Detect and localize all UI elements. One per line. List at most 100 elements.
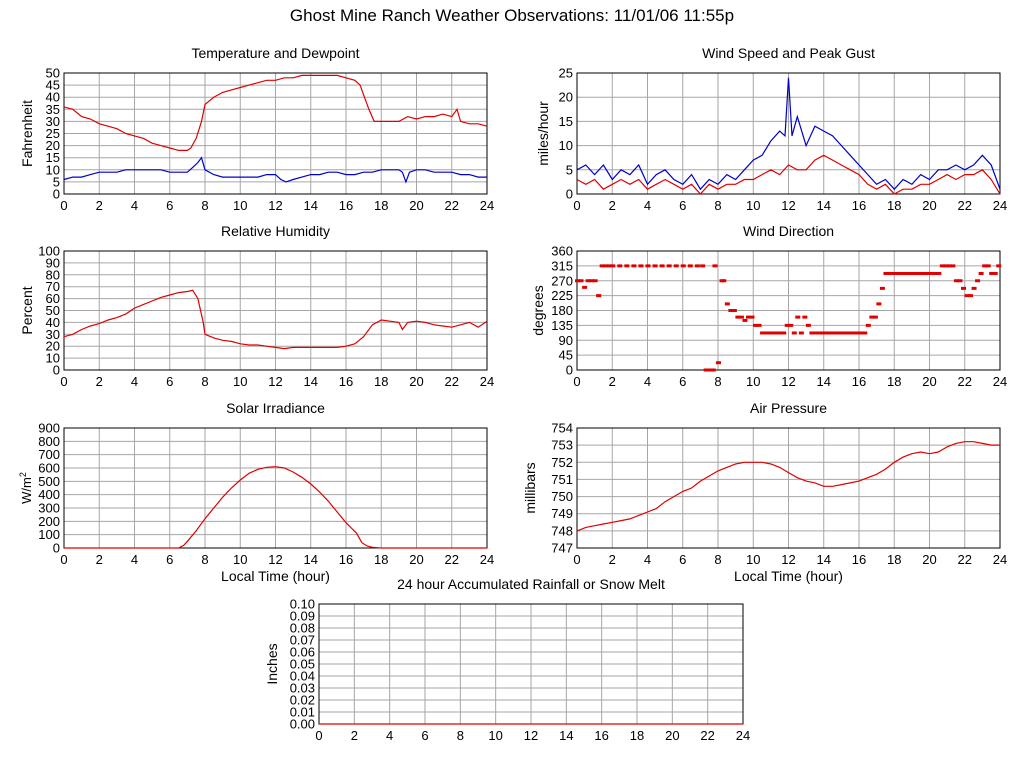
y-tick-label: 600 xyxy=(38,461,60,476)
x-tick-label: 12 xyxy=(268,374,282,389)
x-tick-label: 6 xyxy=(166,552,173,567)
data-point xyxy=(932,271,938,275)
y-tick-label: 900 xyxy=(38,421,60,436)
data-point xyxy=(908,271,914,275)
y-tick-label: 60 xyxy=(46,291,60,306)
data-point xyxy=(901,271,907,275)
y-tick-label: 0.08 xyxy=(290,621,315,636)
y-tick-label: 90 xyxy=(46,255,60,270)
y-tick-label: 0.10 xyxy=(290,597,315,612)
data-point xyxy=(971,286,977,290)
x-tick-label: 8 xyxy=(714,374,721,389)
y-tick-label: 180 xyxy=(551,303,573,318)
data-point xyxy=(841,331,847,335)
x-tick-label: 6 xyxy=(679,198,686,213)
data-point xyxy=(798,331,804,335)
data-point xyxy=(872,315,878,319)
x-tick-label: 20 xyxy=(922,552,936,567)
data-point xyxy=(989,271,995,275)
y-tick-label: 752 xyxy=(551,455,573,470)
y-tick-label: 270 xyxy=(551,273,573,288)
data-point xyxy=(862,331,868,335)
data-point xyxy=(922,271,928,275)
y-tick-label: 747 xyxy=(551,541,573,556)
chart-title: Relative Humidity xyxy=(221,223,330,239)
data-point xyxy=(659,264,665,268)
y-tick-label: 80 xyxy=(46,267,60,282)
chart-title: Temperature and Dewpoint xyxy=(191,45,359,61)
data-point xyxy=(858,331,864,335)
y-axis-label: W/m2 xyxy=(18,472,34,504)
x-tick-label: 14 xyxy=(817,374,831,389)
data-point xyxy=(865,323,871,327)
data-point xyxy=(788,323,794,327)
y-tick-label: 754 xyxy=(551,421,573,436)
x-tick-label: 22 xyxy=(700,728,714,743)
x-tick-label: 22 xyxy=(445,198,459,213)
data-point xyxy=(918,271,924,275)
x-tick-label: 18 xyxy=(374,552,388,567)
x-tick-label: 4 xyxy=(644,552,651,567)
data-point xyxy=(827,331,833,335)
x-tick-label: 10 xyxy=(746,374,760,389)
x-tick-label: 14 xyxy=(817,552,831,567)
data-point xyxy=(883,271,889,275)
y-tick-label: 20 xyxy=(559,90,573,105)
y-tick-label: 748 xyxy=(551,523,573,538)
plot-frame xyxy=(576,250,1001,371)
data-point xyxy=(957,279,963,283)
y-tick-label: 0.01 xyxy=(290,705,315,720)
data-point xyxy=(851,331,857,335)
data-point xyxy=(592,279,598,283)
x-tick-label: 16 xyxy=(339,374,353,389)
data-point xyxy=(760,331,766,335)
data-point xyxy=(837,331,843,335)
y-axis-label: Inches xyxy=(264,643,280,684)
x-tick-label: 18 xyxy=(887,374,901,389)
x-tick-label: 8 xyxy=(201,374,208,389)
x-tick-label: 0 xyxy=(60,374,67,389)
y-tick-label: 0.06 xyxy=(290,645,315,660)
y-tick-label: 100 xyxy=(38,244,60,259)
x-tick-label: 16 xyxy=(594,728,608,743)
x-tick-label: 24 xyxy=(480,198,494,213)
y-tick-label: 750 xyxy=(551,489,573,504)
data-point xyxy=(738,315,744,319)
x-tick-label: 10 xyxy=(233,374,247,389)
x-tick-label: 6 xyxy=(421,728,428,743)
chart-title: Wind Speed and Peak Gust xyxy=(702,45,875,61)
x-tick-label: 2 xyxy=(96,374,103,389)
plot-frame xyxy=(63,427,488,549)
x-tick-label: 2 xyxy=(96,552,103,567)
x-tick-label: 14 xyxy=(304,552,318,567)
y-tick-label: 0.05 xyxy=(290,657,315,672)
data-point xyxy=(985,264,991,268)
data-point xyxy=(939,264,945,268)
y-tick-label: 50 xyxy=(46,303,60,318)
data-point xyxy=(745,315,751,319)
data-point xyxy=(848,331,854,335)
y-tick-label: 400 xyxy=(38,487,60,502)
y-tick-label: 0 xyxy=(53,363,60,378)
y-axis-label: Fahrenheit xyxy=(19,100,35,167)
data-point xyxy=(610,264,616,268)
x-tick-label: 14 xyxy=(817,198,831,213)
data-point xyxy=(716,361,721,365)
data-point xyxy=(767,331,773,335)
data-point xyxy=(756,323,762,327)
data-point xyxy=(844,331,850,335)
plot-frame xyxy=(576,427,1001,549)
data-point xyxy=(575,279,580,283)
y-tick-label: 45 xyxy=(46,78,60,93)
y-tick-label: 5 xyxy=(53,174,60,189)
x-tick-label: 14 xyxy=(559,728,573,743)
data-point xyxy=(603,264,609,268)
plot-frame xyxy=(63,250,488,371)
data-point xyxy=(749,315,755,319)
y-axis-label: degrees xyxy=(530,285,546,336)
y-tick-label: 40 xyxy=(46,90,60,105)
data-point xyxy=(710,368,716,372)
x-tick-label: 6 xyxy=(166,198,173,213)
